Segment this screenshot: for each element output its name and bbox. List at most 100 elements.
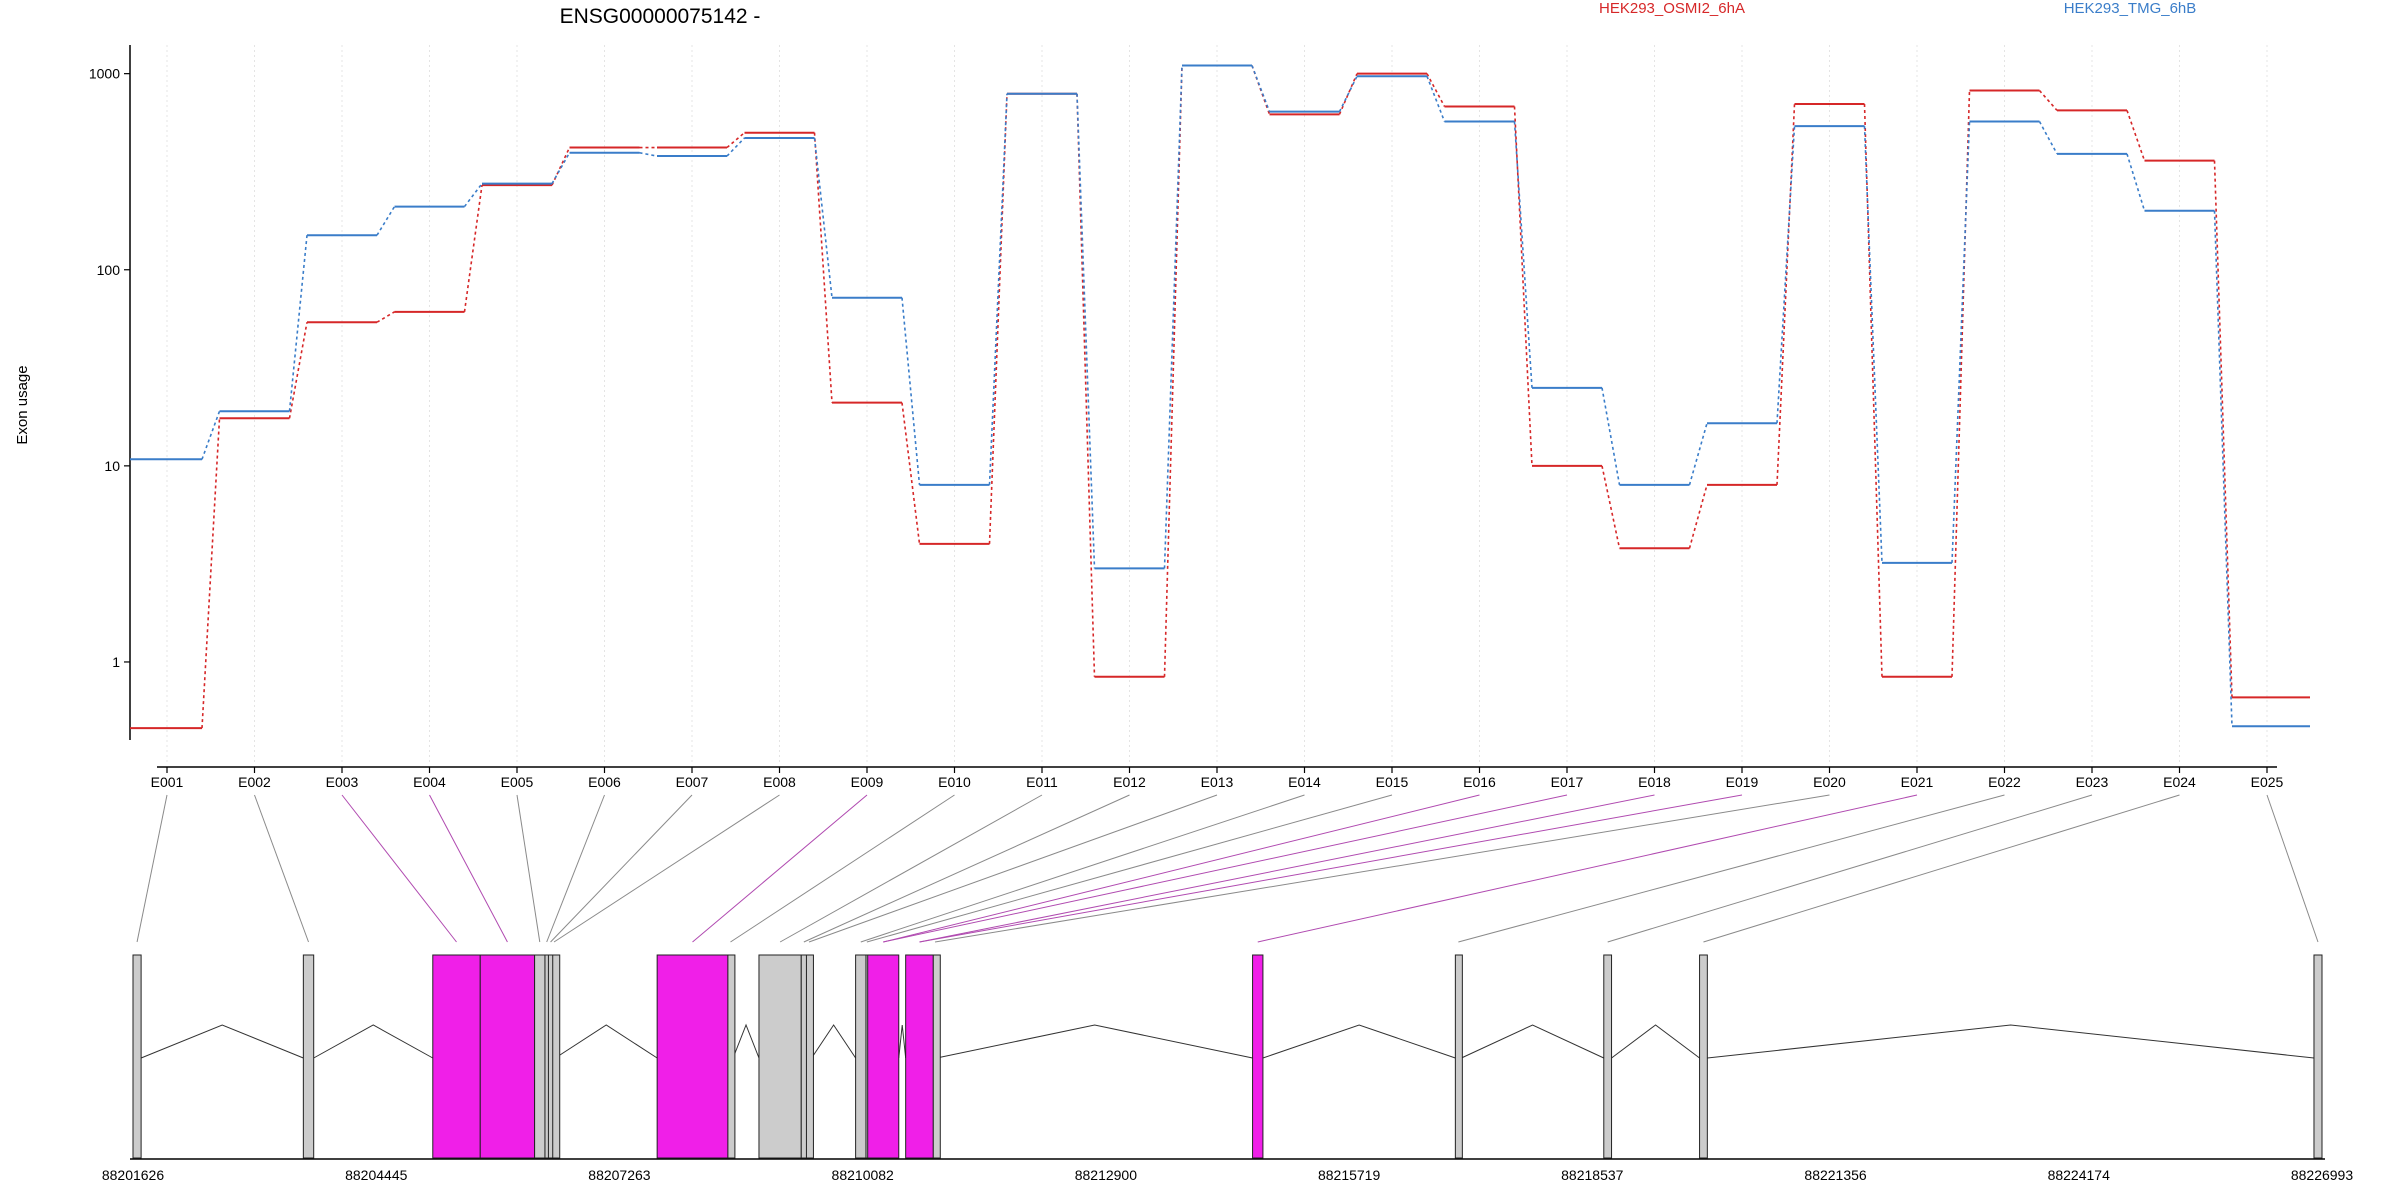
exon-box-e009 [656, 954, 729, 1159]
series-connector [1601, 465, 1621, 549]
intron-line [1262, 1024, 1456, 1059]
series-connector [1776, 126, 1796, 424]
x-tick-label: E020 [1813, 774, 1846, 790]
legend-entry-osmi2: HEK293_OSMI2_6hA [1599, 0, 1745, 17]
x-tick-label: E021 [1901, 774, 1934, 790]
x-tick-label: E012 [1113, 774, 1146, 790]
link-line-e025 [2266, 794, 2319, 943]
series-connector [201, 410, 221, 460]
link-line-e014 [860, 794, 1305, 943]
link-line-e020 [934, 794, 1830, 943]
intron-line [555, 1024, 658, 1059]
series-connector [1426, 73, 1446, 107]
x-tick-label: E004 [413, 774, 446, 790]
exon-box-e002 [302, 954, 315, 1159]
series-connector [639, 151, 658, 157]
series-connector [2126, 110, 2146, 161]
y-tick-label: 1000 [89, 66, 120, 82]
series-connector [463, 185, 483, 312]
coordinate-label: 88201626 [102, 1167, 165, 1183]
exon-box-e013 [805, 954, 814, 1159]
link-line-e002 [254, 794, 309, 943]
x-tick-label: E013 [1201, 774, 1234, 790]
exon-box-e011 [758, 954, 802, 1159]
intron-line [1611, 1024, 1700, 1059]
link-line-e007 [550, 794, 693, 943]
coordinate-label: 88212900 [1075, 1167, 1138, 1183]
series-connector [1863, 126, 1883, 563]
series-connector [726, 137, 746, 157]
series-connector [988, 93, 1008, 485]
x-tick-labels: E001 E002 E003 E004 E005 E006 E007 E008 E009 E010… [151, 767, 2284, 790]
series-connector [1163, 65, 1183, 569]
exon-box-e001 [132, 954, 142, 1159]
series-connector [1688, 422, 1708, 486]
exon-box-e023 [2313, 954, 2323, 1159]
x-tick-label: E019 [1726, 774, 1759, 790]
link-line-e004 [429, 794, 508, 943]
series-osmi2 [130, 64, 2310, 730]
intron-line [313, 1024, 434, 1059]
x-tick-label: E011 [1026, 774, 1058, 790]
exon-box-e016 [867, 954, 900, 1159]
legend-entry-tmg: HEK293_TMG_6hB [2064, 0, 2197, 17]
link-line-e005 [516, 794, 541, 943]
y-tick-label: 10 [104, 458, 120, 474]
exon-box-e022 [1699, 954, 1708, 1159]
series-connector [1338, 73, 1358, 115]
y-tick-label: 1 [112, 654, 120, 670]
exon-box-e005 [534, 954, 546, 1159]
x-tick-label: E022 [1988, 774, 2021, 790]
coordinate-label: 88210082 [832, 1167, 895, 1183]
series-connector [1951, 121, 1971, 563]
x-tick-label: E024 [2163, 774, 2196, 790]
exon-box-e020 [1454, 954, 1463, 1159]
series-connector [1863, 104, 1883, 677]
exon-box-e017 [905, 954, 934, 1159]
x-tick-label: E016 [1463, 774, 1496, 790]
coordinate-label: 88204445 [345, 1167, 408, 1183]
x-tick-label: E008 [763, 774, 796, 790]
link-line-e017 [883, 794, 1568, 943]
exon-box-e004 [479, 954, 536, 1159]
link-line-e012 [803, 794, 1130, 943]
series-connector [201, 418, 221, 729]
exon-box-e019 [1252, 954, 1264, 1159]
intron-line [732, 1023, 760, 1059]
series-connector [1251, 65, 1271, 112]
series-tmg [130, 64, 2310, 728]
chart-labels: ENSG00000075142 - HEK293_OSMI2_6hA HEK29… [14, 0, 2196, 445]
series-connector [2213, 210, 2233, 727]
series-connector [1513, 121, 1533, 388]
link-line-e016 [883, 794, 1480, 943]
x-tick-label: E025 [2251, 774, 2284, 790]
link-line-e024 [1703, 794, 2180, 943]
x-tick-label: E005 [501, 774, 534, 790]
series-connector [2038, 121, 2058, 155]
link-line-e003 [341, 794, 457, 943]
x-tick-label: E009 [851, 774, 884, 790]
series-connector [1163, 65, 1183, 677]
intron-line [140, 1024, 304, 1059]
series-connector [463, 183, 483, 208]
exon-box-e014 [855, 954, 867, 1159]
x-tick-label: E023 [2076, 774, 2109, 790]
x-tick-label: E017 [1551, 774, 1584, 790]
link-line-e001 [136, 794, 168, 943]
intron-line [811, 1024, 857, 1059]
x-tick-label: E018 [1638, 774, 1671, 790]
exon-box-e008 [552, 954, 561, 1159]
series-lines [130, 64, 2310, 730]
x-tick-label: E006 [588, 774, 621, 790]
grid-lines [166, 45, 2268, 765]
y-axis-label: Exon usage [14, 365, 31, 444]
series-connector [376, 206, 396, 236]
series-connector [1688, 484, 1708, 549]
exon-box-e003 [432, 954, 481, 1159]
series-connector [1338, 75, 1358, 113]
series-connector [1776, 103, 1796, 485]
coordinate-label: 88226993 [2291, 1167, 2354, 1183]
series-connector [2126, 153, 2146, 211]
series-connector [988, 93, 1008, 544]
